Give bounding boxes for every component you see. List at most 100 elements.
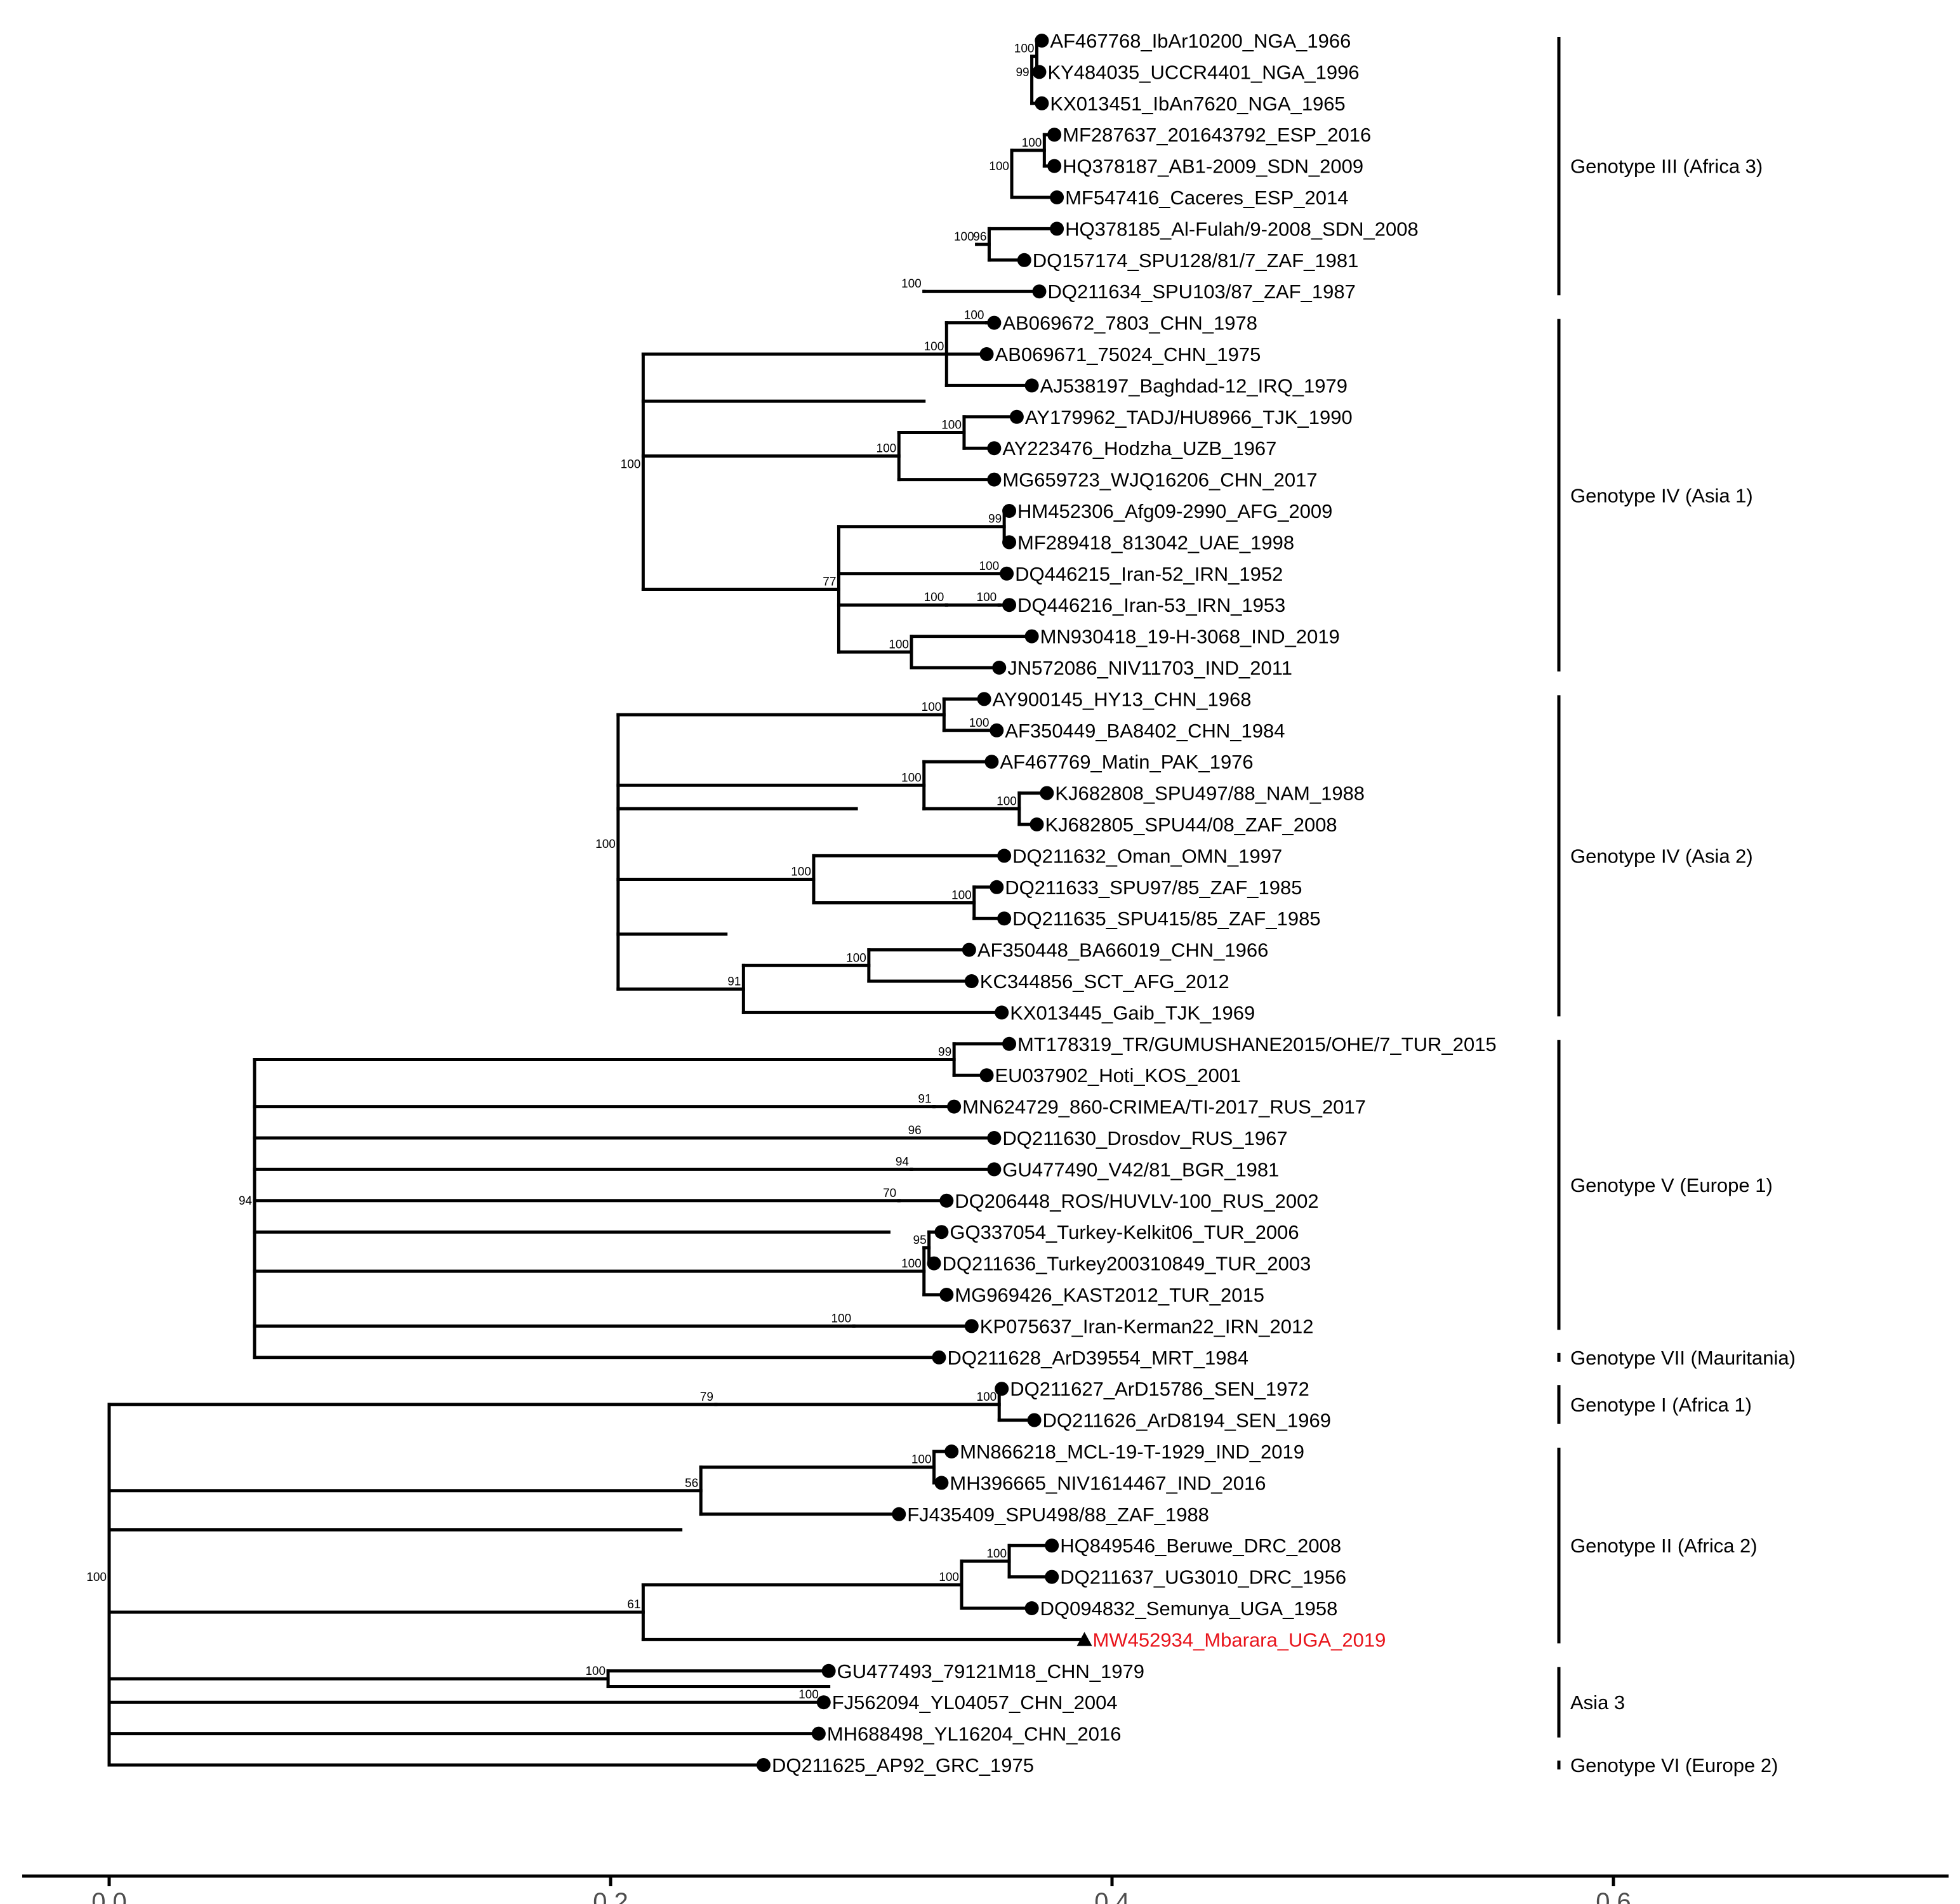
tip-label: MG969426_KAST2012_TUR_2015 xyxy=(955,1284,1264,1306)
bootstrap-value: 100 xyxy=(621,458,641,471)
tip-label: DQ211634_SPU103/87_ZAF_1987 xyxy=(1047,281,1355,303)
clade-label: Genotype III (Africa 3) xyxy=(1570,155,1763,178)
tip-marker xyxy=(1032,65,1047,79)
bootstrap-value: 94 xyxy=(896,1155,910,1168)
tip-marker xyxy=(962,942,976,957)
tip-label: AY179962_TADJ/HU8966_TJK_1990 xyxy=(1025,406,1353,428)
tip-label: KX013451_IbAn7620_NGA_1965 xyxy=(1050,93,1345,115)
tip-marker xyxy=(1002,504,1017,518)
tip-label: HM452306_Afg09-2990_AFG_2009 xyxy=(1017,500,1332,522)
bootstrap-value: 100 xyxy=(901,277,922,291)
bootstrap-value: 100 xyxy=(595,838,616,851)
bootstrap-value: 100 xyxy=(911,1453,932,1467)
clade-label: Genotype IV (Asia 2) xyxy=(1570,845,1753,867)
tip-label: MF287637_201643792_ESP_2016 xyxy=(1063,124,1371,146)
tip-label: DQ446215_Iran-52_IRN_1952 xyxy=(1015,563,1283,585)
x-axis-tick-label: 0.0 xyxy=(91,1888,127,1904)
bootstrap-value: 100 xyxy=(924,340,944,354)
genotype-clade-annotations: Genotype III (Africa 3) Genotype IV (Asia… xyxy=(1557,37,1796,1776)
tip-marker xyxy=(964,974,979,988)
bootstrap-value: 100 xyxy=(997,795,1017,808)
tip-marker xyxy=(1035,34,1049,48)
tip-label: AF467769_Matin_PAK_1976 xyxy=(1000,751,1253,773)
tip-label: DQ211632_Oman_OMN_1997 xyxy=(1012,845,1282,867)
tip-label: HQ378187_AB1-2009_SDN_2009 xyxy=(1063,155,1363,178)
bootstrap-value: 94 xyxy=(239,1194,253,1208)
bootstrap-support-values: 100 99 100 100 96 100 100 100 100 100 100 99 100 100 1… xyxy=(86,43,1042,1702)
tip-marker xyxy=(1032,284,1047,299)
tip-label: HQ378185_Al-Fulah/9-2008_SDN_2008 xyxy=(1065,218,1419,240)
tree-branches xyxy=(107,39,1087,1767)
tip-marker xyxy=(987,315,1002,330)
tip-label: MW452934_Mbarara_UGA_2019 xyxy=(1093,1629,1386,1651)
tip-marker xyxy=(979,347,994,361)
tip-label: AY223476_Hodzha_UZB_1967 xyxy=(1002,437,1276,459)
tip-label: KJ682805_SPU44/08_ZAF_2008 xyxy=(1045,814,1337,836)
bootstrap-value: 100 xyxy=(831,1312,851,1325)
tip-marker xyxy=(1002,1036,1017,1051)
tip-marker xyxy=(987,1162,1002,1177)
tip-label: DQ211626_ArD8194_SEN_1969 xyxy=(1043,1410,1331,1432)
tip-label: AF350448_BA66019_CHN_1966 xyxy=(977,939,1268,962)
tip-marker xyxy=(997,911,1012,926)
bootstrap-value: 100 xyxy=(979,560,999,573)
tip-label: DQ211625_AP92_GRC_1975 xyxy=(772,1754,1034,1776)
bootstrap-value: 99 xyxy=(988,513,1002,526)
tip-label: DQ206448_ROS/HUVLV-100_RUS_2002 xyxy=(955,1190,1318,1212)
bootstrap-value: 100 xyxy=(86,1571,107,1584)
bootstrap-value: 100 xyxy=(585,1665,606,1678)
bootstrap-value: 100 xyxy=(798,1688,819,1702)
tip-label: MT178319_TR/GUMUSHANE2015/OHE/7_TUR_2015 xyxy=(1017,1033,1497,1055)
tip-label: KP075637_Iran-Kerman22_IRN_2012 xyxy=(980,1315,1314,1337)
tip-label: GQ337054_Turkey-Kelkit06_TUR_2006 xyxy=(950,1221,1299,1243)
bootstrap-value: 91 xyxy=(918,1093,931,1106)
clade-label: Genotype II (Africa 2) xyxy=(1570,1535,1758,1557)
tip-label: GU477490_V42/81_BGR_1981 xyxy=(1002,1158,1279,1180)
bootstrap-value: 99 xyxy=(938,1046,951,1059)
tip-marker xyxy=(1024,378,1039,393)
tip-triangle-marker xyxy=(1076,1632,1092,1646)
tip-marker xyxy=(1047,159,1062,173)
tip-marker xyxy=(1024,1601,1039,1615)
tip-label: MG659723_WJQ16206_CHN_2017 xyxy=(1002,469,1317,491)
tip-label: KY484035_UCCR4401_NGA_1996 xyxy=(1047,61,1359,83)
bootstrap-value: 100 xyxy=(1014,43,1035,56)
tip-label: AB069671_75024_CHN_1975 xyxy=(995,343,1261,366)
bootstrap-value: 100 xyxy=(889,638,909,651)
tip-label: AY900145_HY13_CHN_1968 xyxy=(993,688,1252,710)
tip-label: MN866218_MCL-19-T-1929_IND_2019 xyxy=(960,1441,1304,1463)
tip-label: EU037902_Hoti_KOS_2001 xyxy=(995,1064,1242,1087)
bootstrap-value: 96 xyxy=(973,230,986,244)
tip-label: AJ538197_Baghdad-12_IRQ_1979 xyxy=(1040,374,1348,397)
clade-label: Genotype V (Europe 1) xyxy=(1570,1174,1773,1196)
tip-label: MN930418_19-H-3068_IND_2019 xyxy=(1040,626,1340,648)
tip-label: AB069672_7803_CHN_1978 xyxy=(1002,312,1257,334)
clade-label: Genotype VII (Mauritania) xyxy=(1570,1347,1796,1369)
tip-marker xyxy=(947,1099,962,1114)
tip-marker xyxy=(1047,128,1062,142)
bootstrap-value: 100 xyxy=(939,1571,959,1584)
x-axis: 0.0 0.2 0.4 0.6 xyxy=(22,1874,1949,1904)
tip-label: DQ211628_ArD39554_MRT_1984 xyxy=(947,1347,1248,1369)
tip-marker xyxy=(821,1663,836,1678)
tip-marker xyxy=(934,1476,949,1490)
bootstrap-value: 100 xyxy=(1022,136,1042,150)
tip-label: DQ446216_Iran-53_IRN_1953 xyxy=(1017,594,1285,616)
tip-marker xyxy=(932,1350,946,1365)
tip-label: MF289418_813042_UAE_1998 xyxy=(1017,531,1294,553)
tip-label: KC344856_SCT_AFG_2012 xyxy=(980,970,1229,993)
tip-marker xyxy=(1024,629,1039,644)
bootstrap-value: 61 xyxy=(627,1598,640,1611)
tip-label: MH688498_YL16204_CHN_2016 xyxy=(827,1723,1122,1745)
bootstrap-value: 100 xyxy=(989,160,1009,173)
tip-marker xyxy=(997,849,1012,863)
tip-marker xyxy=(977,692,991,706)
tip-marker xyxy=(964,1319,979,1333)
tip-marker xyxy=(816,1695,831,1710)
tip-labels: AF467768_IbAr10200_NGA_1966 KY484035_UCCR… xyxy=(772,30,1497,1776)
tip-marker xyxy=(934,1225,949,1240)
tip-label: GU477493_79121M18_CHN_1979 xyxy=(837,1660,1144,1683)
tip-label: DQ211636_Turkey200310849_TUR_2003 xyxy=(943,1253,1311,1275)
tip-marker xyxy=(1009,409,1024,424)
